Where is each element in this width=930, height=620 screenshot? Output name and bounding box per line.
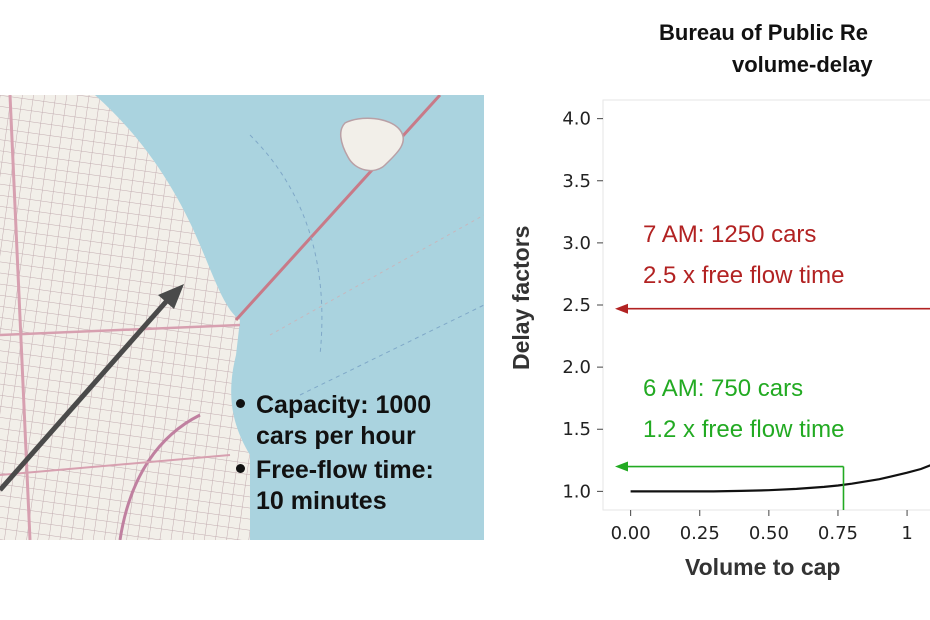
map-bullet-list: Capacity: 1000 cars per hour Free-flow t… — [236, 390, 434, 520]
y-tick-label: 3.5 — [562, 171, 591, 192]
treasure-island — [340, 117, 405, 172]
chart-title-line-2: volume-delay — [732, 52, 873, 77]
bullet-text: Capacity: 1000 — [256, 391, 432, 419]
axes: 1.0 1.5 2.0 2.5 3.0 3.5 4.0 0.00 0.25 0.50 0.75 1 — [562, 109, 912, 544]
x-axis-label: Volume to cap — [685, 554, 841, 580]
direction-arrow — [0, 293, 174, 492]
y-tick-label: 3.0 — [562, 233, 591, 254]
annotation-arrow-head — [615, 303, 628, 314]
bullet-text: Free-flow time: — [256, 456, 434, 484]
bay-bridge — [234, 95, 442, 322]
x-tick-label: 0.50 — [749, 523, 789, 544]
annotations: 7 AM: 1250 cars 2.5 x free flow time 6 AM:… — [615, 221, 930, 510]
bullet-free-flow: Free-flow time: 10 minutes — [236, 455, 434, 517]
data-lines — [630, 464, 930, 493]
street-grid — [0, 95, 250, 540]
major-road — [0, 323, 241, 337]
annotation-arrow-head — [615, 461, 628, 472]
y-tick-label: 1.5 — [562, 419, 591, 440]
annotation-text: 6 AM: 750 cars — [643, 375, 803, 402]
major-road — [118, 413, 201, 540]
annotation-text: 1.2 x free flow time — [643, 416, 844, 443]
bullet-capacity: Capacity: 1000 cars per hour — [236, 390, 434, 452]
bullet-dot — [236, 464, 245, 473]
x-tick-label: 0.75 — [818, 523, 858, 544]
map-graphic — [0, 95, 484, 540]
plot-area — [602, 99, 930, 511]
x-tick-label: 1 — [901, 523, 912, 544]
delay-curve — [630, 464, 930, 493]
y-tick-label: 4.0 — [562, 109, 591, 130]
bullet-dot — [236, 399, 245, 408]
y-tick-label: 2.5 — [562, 295, 591, 316]
bullet-text: cars per hour — [256, 422, 416, 450]
y-tick-label: 2.0 — [562, 357, 591, 378]
y-axis-label: Delay factors — [508, 226, 534, 370]
annotation-text: 7 AM: 1250 cars — [643, 221, 816, 248]
chart-title-line-1: Bureau of Public Re — [659, 20, 868, 45]
bpr-chart: Bureau of Public Re volume-delay 1.0 1.5 2… — [508, 20, 930, 580]
major-road — [8, 95, 32, 540]
y-tick-label: 1.0 — [562, 481, 591, 502]
annotation-text: 2.5 x free flow time — [643, 262, 844, 289]
bullet-text: 10 minutes — [256, 487, 387, 515]
san-francisco-map — [0, 95, 484, 540]
major-road — [0, 454, 231, 476]
x-tick-label: 0.00 — [611, 523, 651, 544]
x-tick-label: 0.25 — [680, 523, 720, 544]
direction-arrow-head — [158, 284, 184, 309]
